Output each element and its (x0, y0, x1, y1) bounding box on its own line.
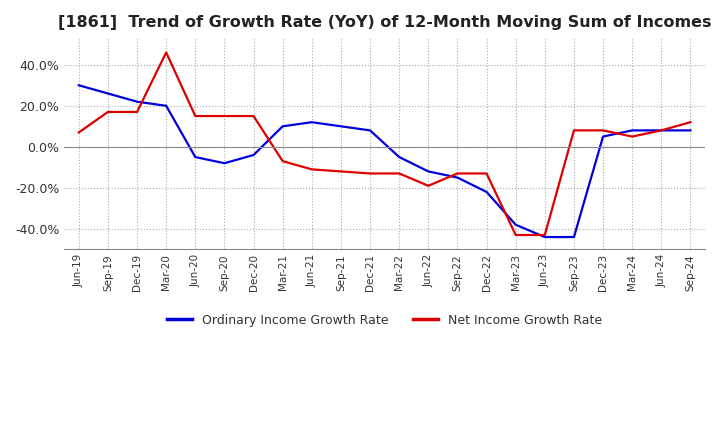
Ordinary Income Growth Rate (541, 235, 549, 240)
Ordinary Income Growth Rate (366, 128, 374, 133)
Ordinary Income Growth Rate (570, 235, 578, 240)
Net Income Growth Rate (511, 232, 520, 238)
Net Income Growth Rate (249, 114, 258, 119)
Net Income Growth Rate (453, 171, 462, 176)
Ordinary Income Growth Rate (220, 161, 229, 166)
Ordinary Income Growth Rate (191, 154, 199, 160)
Net Income Growth Rate (191, 114, 199, 119)
Ordinary Income Growth Rate (104, 91, 112, 96)
Ordinary Income Growth Rate (307, 120, 316, 125)
Ordinary Income Growth Rate (686, 128, 695, 133)
Net Income Growth Rate (74, 130, 83, 135)
Net Income Growth Rate (599, 128, 608, 133)
Ordinary Income Growth Rate (279, 124, 287, 129)
Net Income Growth Rate (132, 109, 141, 114)
Ordinary Income Growth Rate (249, 152, 258, 158)
Net Income Growth Rate (366, 171, 374, 176)
Ordinary Income Growth Rate (337, 124, 346, 129)
Net Income Growth Rate (220, 114, 229, 119)
Line: Net Income Growth Rate: Net Income Growth Rate (78, 52, 690, 235)
Net Income Growth Rate (307, 167, 316, 172)
Net Income Growth Rate (279, 158, 287, 164)
Net Income Growth Rate (162, 50, 171, 55)
Ordinary Income Growth Rate (599, 134, 608, 139)
Net Income Growth Rate (686, 120, 695, 125)
Net Income Growth Rate (570, 128, 578, 133)
Net Income Growth Rate (395, 171, 403, 176)
Ordinary Income Growth Rate (628, 128, 636, 133)
Ordinary Income Growth Rate (453, 175, 462, 180)
Net Income Growth Rate (482, 171, 491, 176)
Net Income Growth Rate (424, 183, 433, 188)
Net Income Growth Rate (657, 128, 665, 133)
Ordinary Income Growth Rate (132, 99, 141, 104)
Ordinary Income Growth Rate (657, 128, 665, 133)
Ordinary Income Growth Rate (424, 169, 433, 174)
Ordinary Income Growth Rate (162, 103, 171, 108)
Ordinary Income Growth Rate (395, 154, 403, 160)
Ordinary Income Growth Rate (511, 222, 520, 227)
Title: [1861]  Trend of Growth Rate (YoY) of 12-Month Moving Sum of Incomes: [1861] Trend of Growth Rate (YoY) of 12-… (58, 15, 711, 30)
Net Income Growth Rate (104, 109, 112, 114)
Net Income Growth Rate (628, 134, 636, 139)
Legend: Ordinary Income Growth Rate, Net Income Growth Rate: Ordinary Income Growth Rate, Net Income … (162, 309, 608, 332)
Line: Ordinary Income Growth Rate: Ordinary Income Growth Rate (78, 85, 690, 237)
Net Income Growth Rate (541, 232, 549, 238)
Net Income Growth Rate (337, 169, 346, 174)
Ordinary Income Growth Rate (482, 189, 491, 194)
Ordinary Income Growth Rate (74, 83, 83, 88)
